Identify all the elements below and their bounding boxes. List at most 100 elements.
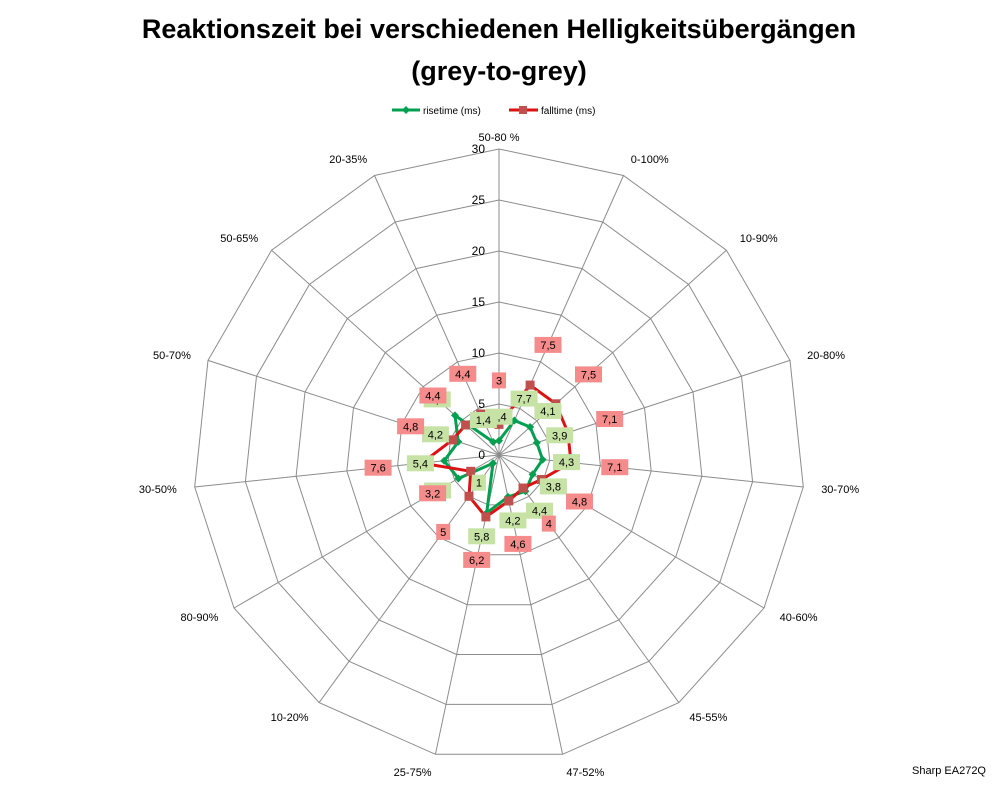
data-label-bg — [421, 426, 449, 443]
data-label: 4 — [546, 519, 552, 531]
data-label-bg — [419, 387, 447, 404]
falltime-point — [461, 420, 471, 430]
falltime-point — [464, 491, 474, 501]
category-label: 10-20% — [271, 712, 309, 724]
radial-tick-label: 15 — [472, 295, 486, 309]
data-label: 6,2 — [469, 555, 484, 567]
data-label: 3,8 — [546, 481, 561, 493]
radial-tick-label: 10 — [472, 346, 486, 360]
radial-axis-ticks: 0 5 10 15 20 25 30 — [472, 142, 486, 462]
legend-risetime-label: risetime (ms) — [423, 106, 481, 117]
grid-spoke — [498, 454, 804, 488]
grid-spoke — [498, 175, 624, 456]
data-label-bg — [541, 515, 556, 532]
data-label-bg — [539, 478, 567, 495]
risetime-point — [451, 411, 459, 420]
falltime-point — [504, 496, 514, 506]
risetime-point — [532, 438, 541, 447]
category-label: 40-60% — [780, 612, 818, 624]
data-label: 7,5 — [540, 340, 555, 352]
data-label-bg — [566, 493, 593, 510]
radar-grid — [194, 148, 804, 755]
data-label: 4,2 — [428, 429, 443, 441]
data-label: 5 — [440, 527, 446, 539]
data-label: 5,4 — [413, 458, 428, 470]
data-label-bg — [364, 459, 392, 476]
data-label: 7,6 — [370, 463, 385, 475]
grid-ring — [295, 250, 703, 655]
radial-tick-label: 20 — [472, 244, 486, 258]
risetime-point — [528, 470, 537, 479]
data-label-bg — [546, 427, 574, 444]
risetime-point — [538, 455, 547, 464]
data-label-bg — [575, 366, 602, 383]
falltime-point — [447, 435, 457, 445]
radial-tick-label: 30 — [472, 142, 486, 156]
data-label: 4,8 — [403, 421, 418, 433]
data-label-bg — [471, 474, 486, 491]
data-label-bg — [449, 365, 477, 382]
category-labels: 50-80 % 0-100% 10-90% 20-80% 30-70% 40-60% 45-… — [139, 132, 859, 779]
grid-spoke — [194, 454, 500, 488]
data-label-bg — [468, 528, 496, 545]
data-label-bg — [419, 485, 447, 502]
risetime-point — [489, 459, 497, 468]
category-label: 80-90% — [180, 612, 218, 624]
category-label: 10-90% — [740, 233, 778, 245]
data-label-bg — [553, 454, 580, 471]
data-label: 1,4 — [476, 415, 491, 427]
data-label: 4,1 — [540, 406, 555, 418]
data-label: 4,6 — [510, 539, 525, 551]
data-label: 3,2 — [425, 488, 440, 500]
legend-falltime-label: falltime (ms) — [541, 106, 595, 117]
chart-title: Reaktionszeit bei verschiedenen Helligke… — [142, 14, 856, 44]
risetime-point — [489, 438, 498, 446]
risetime-point — [440, 456, 449, 465]
category-label: 50-65% — [220, 233, 258, 245]
grid-ring — [194, 148, 804, 755]
source-label: Sharp EA272Q — [912, 765, 986, 777]
radial-tick-label: 25 — [472, 193, 486, 207]
data-label: 7,1 — [607, 462, 622, 474]
data-label: 4,3 — [559, 457, 574, 469]
category-label: 50-70% — [153, 350, 191, 362]
category-label: 50-80 % — [479, 132, 520, 144]
series-line-0 — [442, 413, 545, 515]
category-label: 25-75% — [394, 767, 432, 779]
data-label: 4,4 — [532, 506, 547, 518]
risetime-point — [526, 423, 535, 431]
data-label: 7,5 — [581, 369, 596, 381]
risetime-point — [454, 474, 463, 483]
grid-spoke — [498, 454, 680, 703]
category-label: 20-80% — [807, 350, 845, 362]
series-line-1 — [420, 383, 573, 519]
category-label: 0-100% — [631, 154, 669, 166]
category-label: 30-50% — [139, 484, 177, 496]
chart-subtitle: (grey-to-grey) — [411, 56, 587, 86]
data-label-bg — [463, 551, 491, 568]
data-label-bg — [499, 512, 527, 529]
grid-spoke — [374, 175, 500, 456]
data-label: 3,9 — [552, 430, 567, 442]
data-label: 5,8 — [474, 531, 489, 543]
data-label-bg — [436, 523, 451, 540]
falltime-point — [466, 466, 476, 476]
data-label: 4,4 — [455, 369, 470, 381]
legend: risetime (ms) falltime (ms) — [392, 106, 595, 117]
category-label: 47-52% — [566, 767, 604, 779]
data-label-bg — [526, 502, 553, 519]
category-label: 45-55% — [689, 712, 727, 724]
data-label: 4,8 — [572, 497, 587, 509]
radial-tick-label: 5 — [478, 397, 485, 411]
grid-spoke — [233, 454, 500, 609]
data-label-bg — [510, 390, 538, 407]
data-label-bg — [406, 455, 434, 472]
category-label: 20-35% — [329, 154, 367, 166]
risetime-point — [495, 436, 503, 445]
data-labels: 1,47,74,13,94,33,84,44,25,814,65,44,25,8… — [364, 336, 629, 568]
grid-ring — [244, 199, 754, 705]
legend-risetime-marker — [402, 106, 410, 114]
grid-ring — [346, 301, 652, 606]
data-label: 1 — [476, 478, 482, 490]
